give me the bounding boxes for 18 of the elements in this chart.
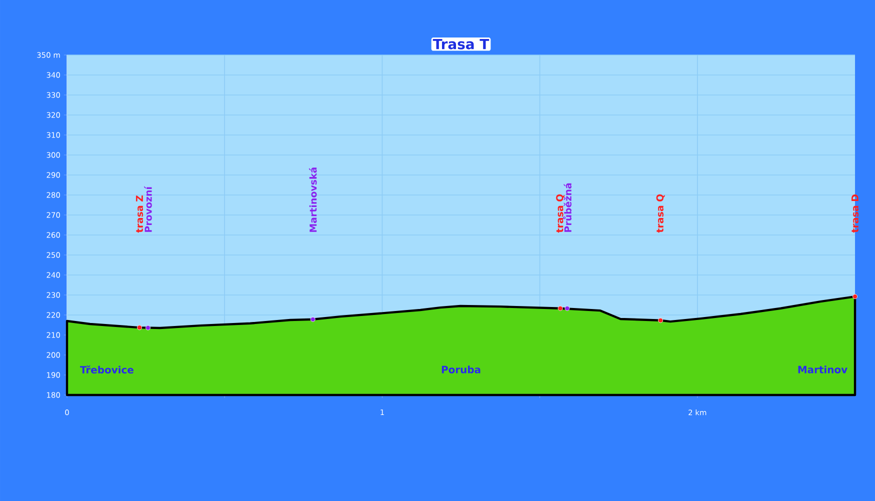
chart-title: Trasa T: [432, 38, 490, 50]
annotation: Průběžná: [562, 183, 572, 232]
annotation: Provozní: [144, 186, 152, 232]
point: [137, 325, 142, 330]
annotation: Martinovská: [309, 168, 317, 232]
point: [310, 316, 316, 322]
point: [852, 294, 858, 300]
annotation: Třebovice: [80, 365, 134, 374]
point: [146, 325, 151, 330]
annotation: Poruba: [442, 366, 480, 374]
point: [564, 306, 570, 311]
annotation: trasa Q: [656, 194, 665, 233]
annotation: Martinov: [798, 366, 848, 374]
point: [558, 306, 563, 311]
annotation: trasa Z: [136, 195, 144, 233]
annotation: trasa Q: [556, 194, 564, 233]
annotation: trasa D: [851, 194, 859, 233]
point: [658, 318, 664, 323]
